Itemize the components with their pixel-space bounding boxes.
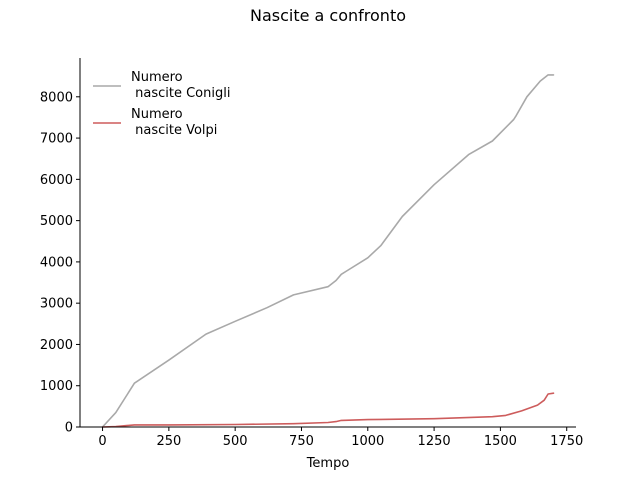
plot-area <box>101 74 555 428</box>
x-axis-label: Tempo <box>306 456 350 471</box>
y-tick-label: 5000 <box>40 214 73 229</box>
y-tick-label: 7000 <box>40 132 73 147</box>
y-tick-label: 0 <box>65 421 73 436</box>
x-tick-label: 1250 <box>418 434 451 449</box>
legend-label-1: Numero nascite Volpi <box>131 107 217 138</box>
y-tick-label: 3000 <box>40 297 73 312</box>
series-line-0 <box>101 74 555 428</box>
x-tick-label: 0 <box>98 434 106 449</box>
y-tick-label: 2000 <box>40 338 73 353</box>
y-tick-label: 6000 <box>40 173 73 188</box>
y-tick-label: 1000 <box>40 379 73 394</box>
x-axis: 0 250 500 750 1000 1250 1500 1750 <box>80 426 583 449</box>
chart-title: Nascite a confronto <box>250 6 406 25</box>
y-tick-label: 4000 <box>40 255 73 270</box>
x-tick-label: 250 <box>156 434 181 449</box>
x-tick-label: 750 <box>289 434 314 449</box>
x-tick-label: 500 <box>223 434 248 449</box>
series-line-1 <box>101 392 555 428</box>
y-tick-label: 8000 <box>40 90 73 105</box>
legend: Numero nascite Conigli Numero nascite Vol… <box>93 70 230 138</box>
x-tick-label: 1750 <box>550 434 583 449</box>
y-axis: 0 1000 2000 3000 4000 5000 6000 7000 8000 <box>40 58 81 436</box>
x-tick-label: 1000 <box>351 434 384 449</box>
legend-label-0: Numero nascite Conigli <box>131 70 230 101</box>
x-tick-label: 1500 <box>484 434 517 449</box>
